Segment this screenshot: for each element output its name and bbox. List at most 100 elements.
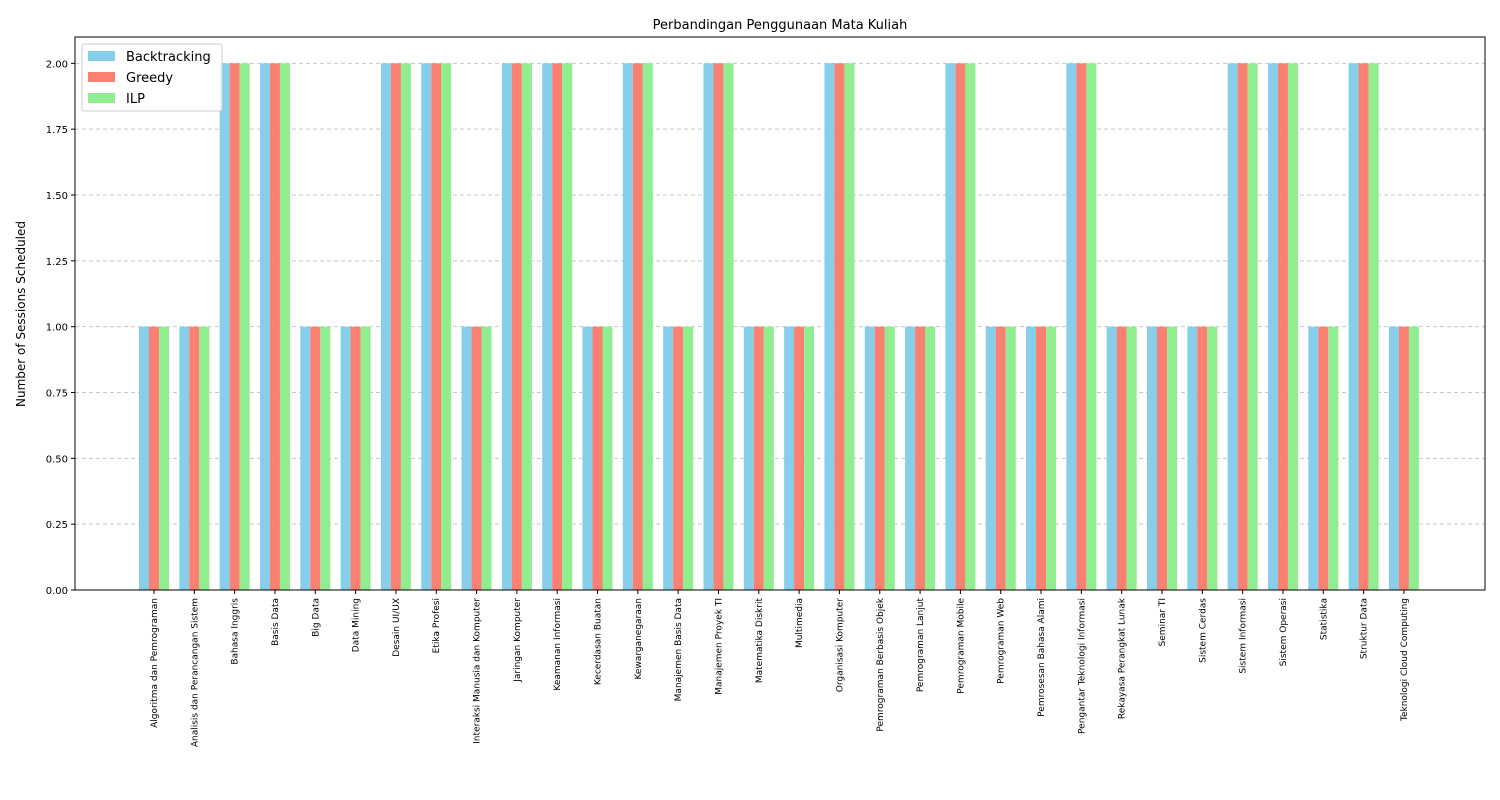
bar-backtracking — [622, 63, 633, 591]
y-tick-label: 1.00 — [46, 323, 68, 334]
bar-ilp — [1207, 326, 1218, 590]
bar-greedy — [673, 326, 684, 590]
x-tick-label: Organisasi Komputer — [835, 598, 845, 693]
x-tick-label: Teknologi Cloud Computing — [1400, 598, 1410, 722]
x-tick-label: Desain UI/UX — [392, 598, 402, 657]
x-tick-label: Jaringan Komputer — [513, 598, 523, 683]
bar-ilp — [562, 63, 573, 591]
bar-ilp — [763, 326, 774, 590]
x-tick-label: Data Mining — [352, 598, 362, 652]
bar-greedy — [310, 326, 321, 590]
bar-greedy — [1358, 63, 1369, 591]
bar-ilp — [279, 63, 290, 591]
bar-greedy — [431, 63, 442, 591]
x-tick-label: Multimedia — [795, 598, 805, 648]
bar-backtracking — [259, 63, 270, 591]
bar-greedy — [955, 63, 966, 591]
bar-backtracking — [784, 326, 795, 590]
bar-ilp — [1368, 63, 1379, 591]
bar-ilp — [199, 326, 210, 590]
bar-greedy — [189, 326, 200, 590]
bar-greedy — [592, 326, 603, 590]
bar-ilp — [1287, 63, 1298, 591]
bar-ilp — [683, 326, 694, 590]
bars — [139, 63, 1419, 591]
x-tick-label: Algoritma dan Pemrograman — [150, 598, 160, 728]
bar-greedy — [1197, 326, 1208, 590]
y-axis-title: Number of Sessions Scheduled — [14, 221, 28, 407]
bar-ilp — [925, 326, 936, 590]
x-tick-label: Pemrograman Mobile — [956, 598, 966, 694]
bar-greedy — [229, 63, 240, 591]
y-tick-label: 1.25 — [46, 257, 68, 268]
bar-ilp — [602, 326, 613, 590]
legend-label: Backtracking — [126, 50, 211, 65]
bar-backtracking — [743, 326, 754, 590]
x-tick-label: Pemrosesan Bahasa Alami — [1037, 598, 1047, 717]
x-tick-label: Manajemen Basis Data — [674, 598, 684, 701]
bar-ilp — [1408, 326, 1419, 590]
bar-backtracking — [1187, 326, 1198, 590]
legend: Backtracking Greedy ILP — [81, 43, 223, 112]
y-tick-label: 2.00 — [46, 59, 68, 70]
x-tick-label: Sistem Informasi — [1239, 598, 1249, 674]
bar-ilp — [1086, 63, 1097, 591]
bar-ilp — [844, 63, 855, 591]
x-tick-label: Matematika Diskrit — [755, 598, 765, 684]
x-tick-label: Interaksi Manusia dan Komputer — [473, 598, 483, 744]
bar-backtracking — [421, 63, 432, 591]
y-tick-label: 0.75 — [46, 389, 68, 400]
y-tick-label: 0.50 — [46, 454, 68, 465]
bar-ilp — [1247, 63, 1258, 591]
bar-ilp — [642, 63, 653, 591]
x-tick-label: Kewarganegaraan — [634, 598, 644, 680]
bar-backtracking — [1267, 63, 1278, 591]
bar-greedy — [713, 63, 724, 591]
legend-swatch — [88, 72, 115, 82]
x-tick-label: Sistem Cerdas — [1198, 598, 1208, 663]
bar-greedy — [471, 326, 482, 590]
bar-backtracking — [340, 326, 351, 590]
bar-backtracking — [985, 326, 996, 590]
bar-ilp — [1126, 326, 1137, 590]
bar-backtracking — [1147, 326, 1157, 590]
bar-greedy — [350, 326, 361, 590]
legend-box — [81, 43, 223, 112]
bar-greedy — [1398, 326, 1409, 590]
bar-backtracking — [139, 326, 149, 590]
bar-greedy — [834, 63, 845, 591]
x-tick-label: Sistem Operasi — [1279, 598, 1289, 666]
bar-ilp — [1046, 326, 1057, 590]
x-tick-label: Pemrograman Lanjut — [916, 598, 926, 693]
bar-ilp — [521, 63, 532, 591]
bar-ilp — [1167, 326, 1177, 590]
bar-ilp — [884, 326, 895, 590]
x-tick-label: Pemrograman Web — [997, 598, 1007, 684]
bar-backtracking — [179, 326, 190, 590]
x-tick-label: Pemrograman Berbasis Objek — [876, 597, 886, 731]
bar-backtracking — [1388, 326, 1399, 590]
x-tick-label: Basis Data — [271, 598, 281, 646]
bar-ilp — [320, 326, 331, 590]
bar-backtracking — [219, 63, 230, 591]
chart-title: Perbandingan Penggunaan Mata Kuliah — [653, 18, 908, 33]
bar-backtracking — [542, 63, 553, 591]
bar-ilp — [723, 63, 734, 591]
x-tick-label: Statistika — [1319, 598, 1329, 640]
bar-backtracking — [824, 63, 835, 591]
bar-backtracking — [501, 63, 512, 591]
bar-ilp — [481, 326, 492, 590]
bar-greedy — [632, 63, 643, 591]
bar-ilp — [360, 326, 371, 590]
bar-greedy — [552, 63, 563, 591]
bar-backtracking — [905, 326, 916, 590]
bar-greedy — [511, 63, 522, 591]
bar-ilp — [1328, 326, 1339, 590]
y-axis-ticks: 0.00 0.25 0.50 0.75 1.00 1.25 1.50 1.75 2.00 — [46, 59, 75, 597]
legend-label: Greedy — [126, 71, 173, 86]
bar-backtracking — [1106, 326, 1117, 590]
bar-backtracking — [380, 63, 391, 591]
x-tick-label: Pengantar Teknologi Informasi — [1077, 598, 1087, 734]
bar-greedy — [1277, 63, 1288, 591]
